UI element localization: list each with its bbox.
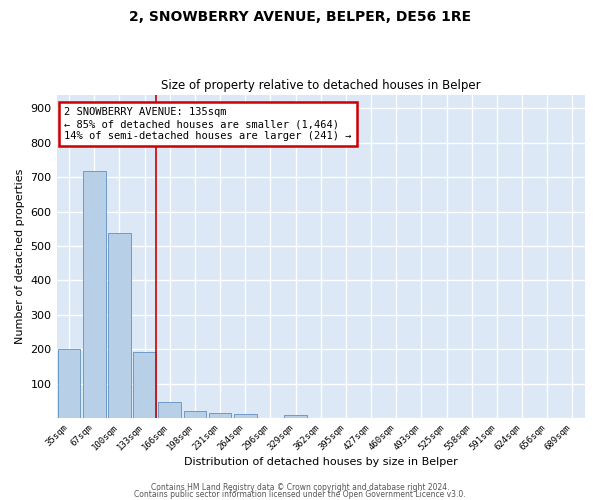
- Bar: [209, 413, 232, 418]
- Bar: [158, 402, 181, 418]
- X-axis label: Distribution of detached houses by size in Belper: Distribution of detached houses by size …: [184, 458, 458, 468]
- Text: Contains public sector information licensed under the Open Government Licence v3: Contains public sector information licen…: [134, 490, 466, 499]
- Bar: [108, 233, 131, 418]
- Bar: [284, 415, 307, 418]
- Text: Contains HM Land Registry data © Crown copyright and database right 2024.: Contains HM Land Registry data © Crown c…: [151, 484, 449, 492]
- Text: 2 SNOWBERRY AVENUE: 135sqm
← 85% of detached houses are smaller (1,464)
14% of s: 2 SNOWBERRY AVENUE: 135sqm ← 85% of deta…: [64, 108, 352, 140]
- Text: 2, SNOWBERRY AVENUE, BELPER, DE56 1RE: 2, SNOWBERRY AVENUE, BELPER, DE56 1RE: [129, 10, 471, 24]
- Bar: [83, 172, 106, 418]
- Bar: [58, 349, 80, 418]
- Bar: [184, 411, 206, 418]
- Title: Size of property relative to detached houses in Belper: Size of property relative to detached ho…: [161, 79, 481, 92]
- Y-axis label: Number of detached properties: Number of detached properties: [15, 168, 25, 344]
- Bar: [234, 414, 257, 418]
- Bar: [133, 352, 156, 418]
